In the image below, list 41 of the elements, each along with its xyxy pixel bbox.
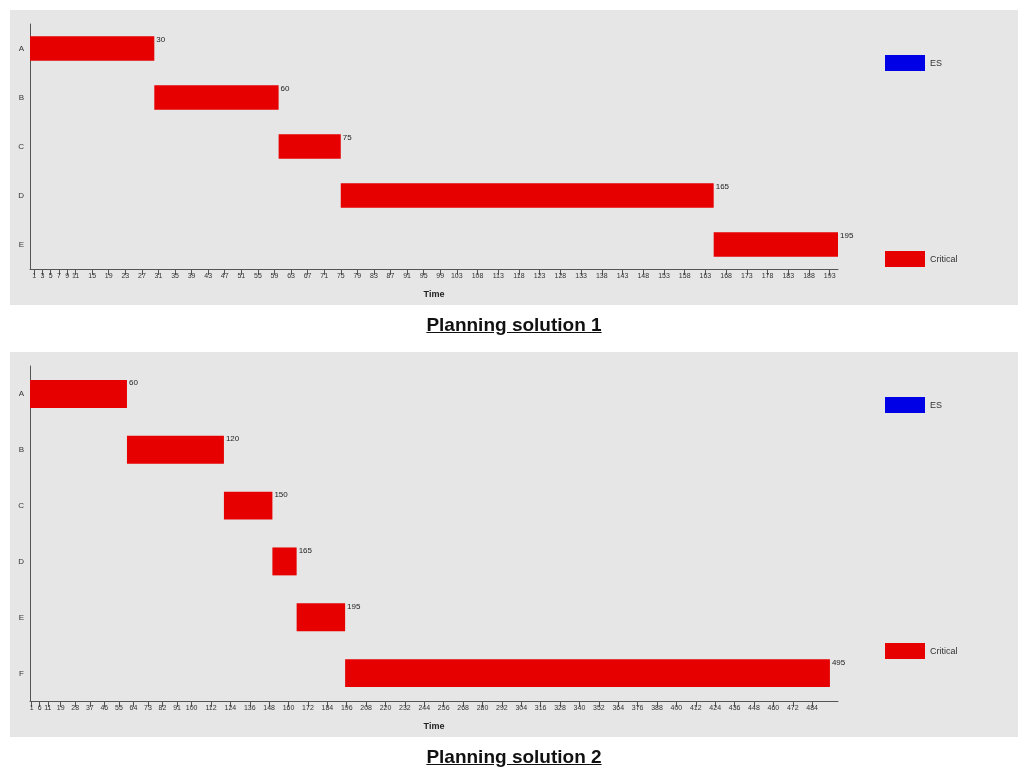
bar <box>340 183 714 208</box>
data-label: 75 <box>342 132 353 142</box>
text: Planning solution 2 <box>425 745 603 769</box>
x-axis-title: Time <box>423 288 445 299</box>
y-tick-label: C <box>18 142 25 151</box>
data-label: 120 <box>225 434 240 444</box>
data-label: 60 <box>280 83 291 93</box>
y-tick-label: D <box>18 191 25 200</box>
data-label: 495 <box>831 657 846 667</box>
legend-label: ES <box>930 400 943 410</box>
y-tick-label: D <box>18 556 25 566</box>
data-label: 165 <box>298 545 313 555</box>
x-axis-title: Time <box>423 720 445 731</box>
data-label: 195 <box>347 601 362 611</box>
bar <box>296 603 346 632</box>
bar <box>345 659 830 688</box>
y-tick-label: B <box>18 445 24 455</box>
legend-label: Critical <box>930 646 958 656</box>
data-label: 30 <box>156 34 166 44</box>
bar <box>278 134 341 159</box>
text: Planning solution 1 <box>425 313 603 337</box>
y-tick-label: B <box>18 93 24 102</box>
y-tick-label: E <box>18 612 24 622</box>
bar <box>30 379 127 408</box>
y-tick-label: C <box>18 501 25 511</box>
bar <box>30 36 155 61</box>
y-tick-label: A <box>18 389 25 399</box>
bar <box>126 435 224 464</box>
bar <box>272 547 297 576</box>
bar <box>154 85 279 110</box>
bar <box>713 232 838 257</box>
data-label: 60 <box>128 378 139 388</box>
data-label: 150 <box>274 490 289 500</box>
data-label: 195 <box>840 230 854 240</box>
legend-label: ES <box>930 58 943 68</box>
y-tick-label: E <box>18 240 24 249</box>
y-tick-label: F <box>19 668 25 678</box>
bar <box>223 491 273 520</box>
legend-label: Critical <box>930 254 958 264</box>
y-tick-label: A <box>18 44 25 53</box>
data-label: 165 <box>715 181 730 191</box>
